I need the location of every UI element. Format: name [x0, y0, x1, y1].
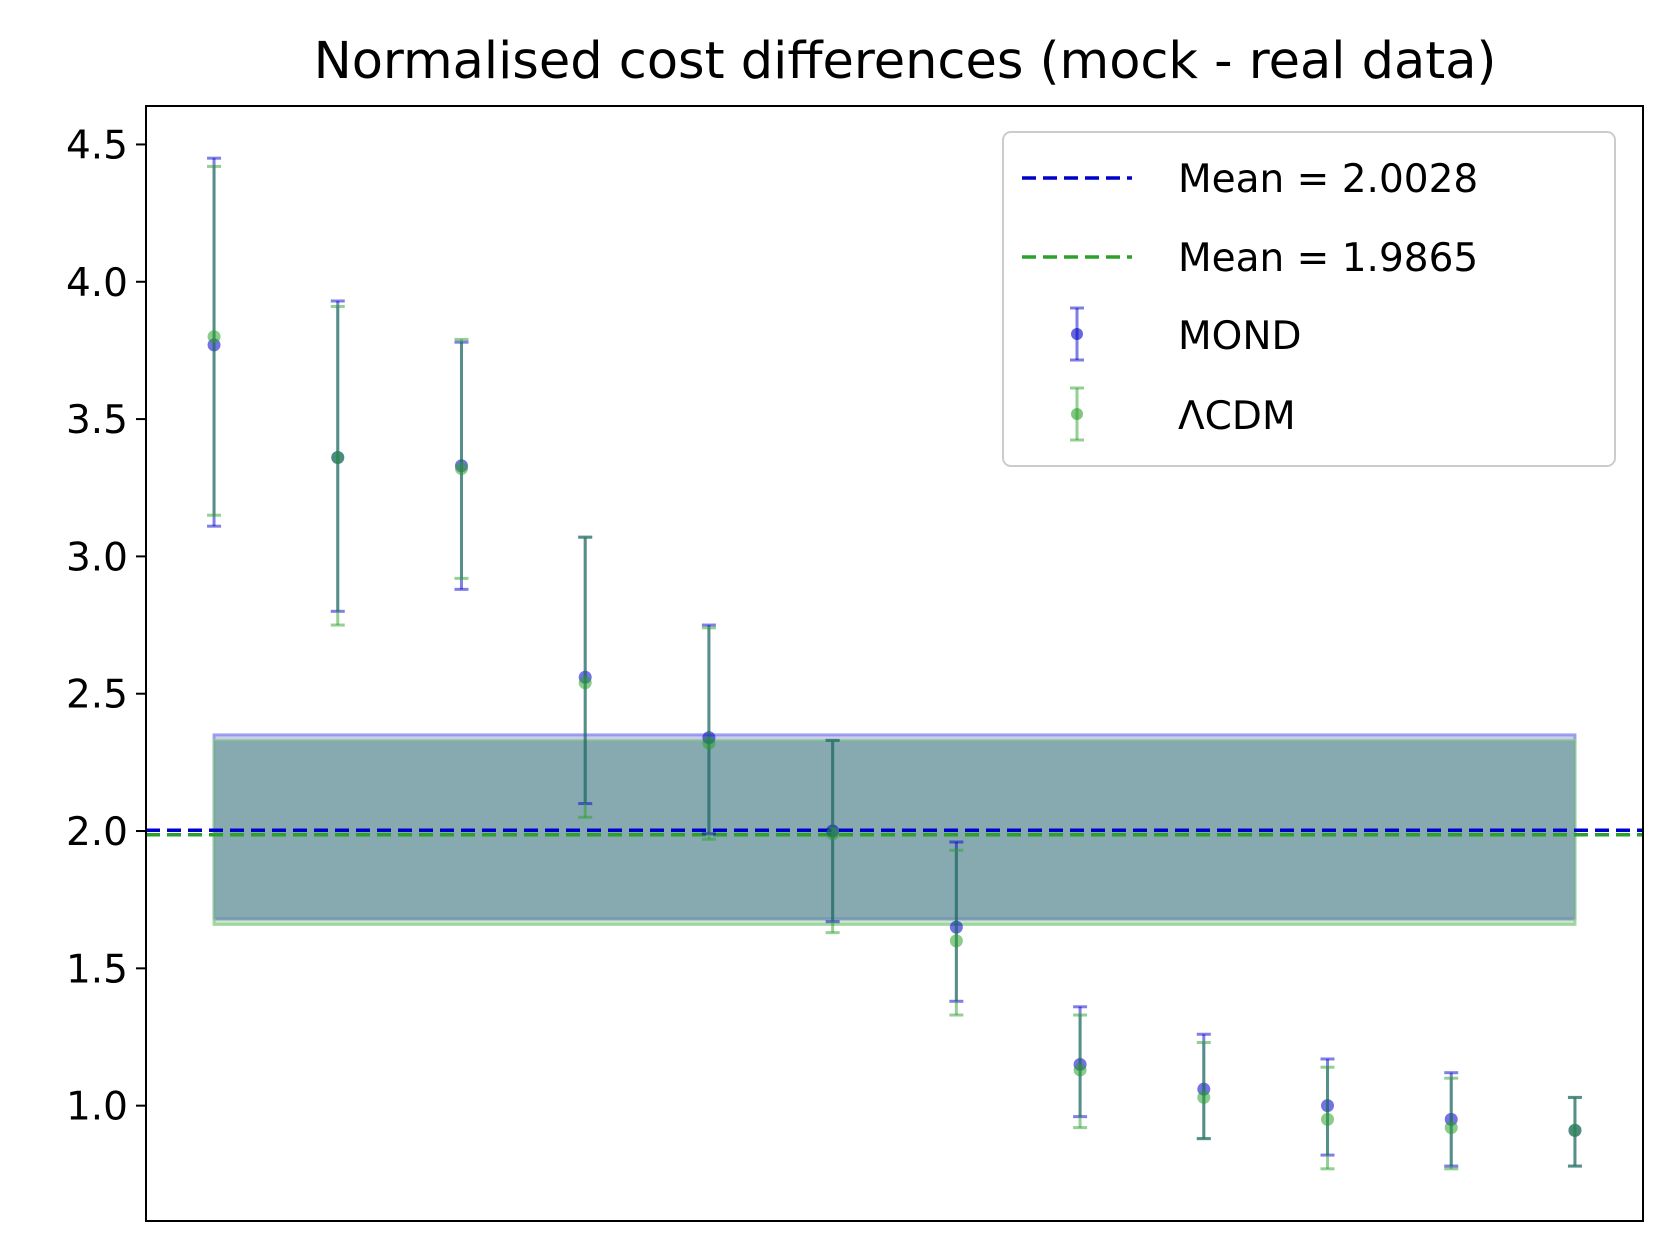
y-tick-label: 1.5 [66, 947, 128, 992]
legend-label-lcdm-mean: Mean = 1.9865 [1178, 236, 1478, 281]
legend-entry-lcdm-mean: Mean = 1.9865 [1022, 236, 1478, 281]
legend-label-lcdm: ΛCDM [1178, 394, 1296, 439]
point-lcdm [949, 934, 963, 948]
point-lcdm [1197, 1090, 1211, 1104]
y-tick-label: 4.5 [66, 123, 128, 168]
plot-frame [145, 105, 1644, 1222]
plot-area: 1.0 1.5 2.0 2.5 3.0 3.5 4.0 4.5 [66, 123, 1643, 1171]
legend-label-mond-mean: Mean = 2.0028 [1178, 157, 1478, 202]
point-lcdm [578, 676, 592, 690]
point-lcdm [1568, 1123, 1582, 1137]
point-lcdm [207, 330, 221, 344]
y-tick-label: 1.0 [66, 1085, 128, 1130]
point-lcdm [1073, 1063, 1087, 1077]
legend: Mean = 2.0028 Mean = 1.9865 MOND ΛCDM [1002, 131, 1616, 467]
chart-title: Normalised cost differences (mock - real… [314, 32, 1497, 91]
y-tick-label: 4.0 [66, 261, 128, 306]
y-tick-label: 3.5 [66, 398, 128, 443]
legend-entry-mond-mean: Mean = 2.0028 [1022, 157, 1478, 202]
point-lcdm [826, 827, 840, 841]
point-lcdm [702, 736, 716, 750]
legend-label-mond: MOND [1178, 314, 1302, 359]
legend-entry-lcdm: ΛCDM [1070, 386, 1296, 442]
point-lcdm [454, 462, 468, 476]
point-lcdm [1444, 1121, 1458, 1135]
point-lcdm [1321, 1112, 1335, 1126]
y-tick-label: 2.5 [66, 673, 128, 718]
legend-entry-mond: MOND [1070, 306, 1302, 362]
point-lcdm [331, 451, 345, 465]
y-tick-label: 2.0 [66, 810, 128, 855]
legend-box [1002, 131, 1616, 467]
y-tick-label: 3.0 [66, 535, 128, 580]
